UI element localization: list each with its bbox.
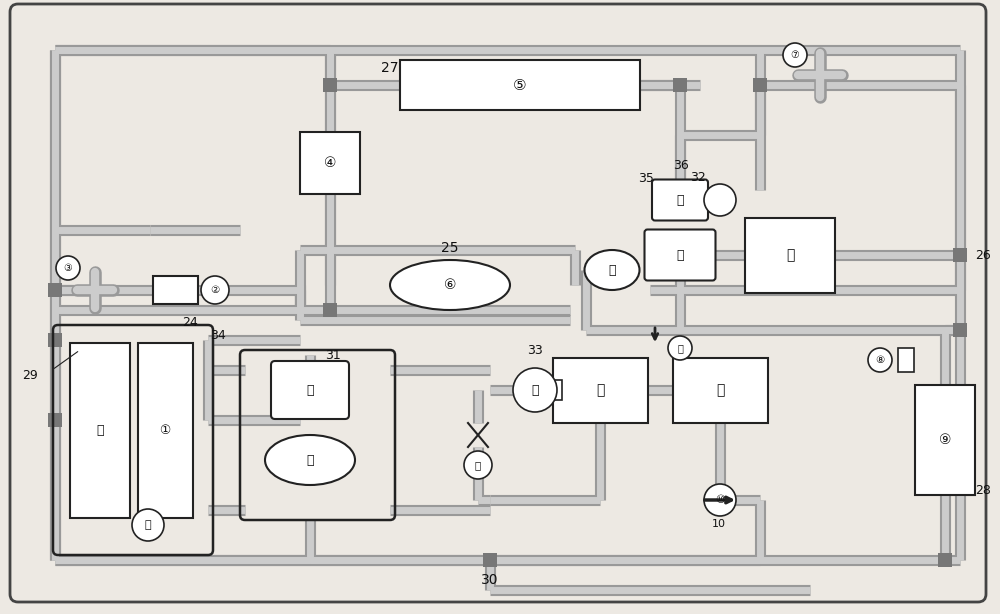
Bar xyxy=(48,413,62,427)
Text: ⑦: ⑦ xyxy=(791,50,799,60)
Bar xyxy=(554,380,562,400)
Ellipse shape xyxy=(265,435,355,485)
Text: 27: 27 xyxy=(381,61,399,75)
Circle shape xyxy=(201,276,229,304)
Bar xyxy=(323,78,337,92)
Text: 31: 31 xyxy=(325,349,341,362)
Bar xyxy=(48,333,62,347)
FancyBboxPatch shape xyxy=(644,230,716,281)
Text: ⑬: ⑬ xyxy=(716,383,724,397)
Text: 10: 10 xyxy=(712,519,726,529)
Circle shape xyxy=(132,509,164,541)
Circle shape xyxy=(704,484,736,516)
Text: ④: ④ xyxy=(324,156,336,170)
Text: ⑮: ⑮ xyxy=(306,384,314,397)
Text: ⑫: ⑫ xyxy=(596,383,604,397)
Text: ⑥: ⑥ xyxy=(444,278,456,292)
Bar xyxy=(400,60,640,110)
Text: 28: 28 xyxy=(975,483,991,497)
Text: 35: 35 xyxy=(638,171,654,184)
Text: ⑳: ⑳ xyxy=(608,263,616,276)
Text: ㉒: ㉒ xyxy=(677,343,683,353)
Bar xyxy=(953,323,967,337)
Bar xyxy=(898,348,914,372)
Bar xyxy=(745,217,835,292)
Bar xyxy=(953,248,967,262)
Text: 32: 32 xyxy=(690,171,706,184)
Bar xyxy=(70,343,130,518)
Bar xyxy=(153,276,198,304)
Circle shape xyxy=(513,368,557,412)
Bar xyxy=(552,357,648,422)
Bar xyxy=(938,553,952,567)
FancyBboxPatch shape xyxy=(271,361,349,419)
Text: ⑲: ⑲ xyxy=(676,249,684,262)
Circle shape xyxy=(464,451,492,479)
Text: 29: 29 xyxy=(22,368,38,381)
Bar xyxy=(672,357,768,422)
Bar xyxy=(48,283,62,297)
Text: ③: ③ xyxy=(64,263,72,273)
Bar xyxy=(753,78,767,92)
Text: 24: 24 xyxy=(182,316,198,328)
Bar xyxy=(138,343,193,518)
Text: ⑱: ⑱ xyxy=(676,193,684,206)
Text: ⑰: ⑰ xyxy=(145,520,151,530)
Text: 26: 26 xyxy=(975,249,991,262)
Text: ⑯: ⑯ xyxy=(306,454,314,467)
Circle shape xyxy=(704,184,736,216)
Text: ⑩: ⑩ xyxy=(715,495,725,505)
Ellipse shape xyxy=(584,250,640,290)
Bar xyxy=(300,132,360,194)
Text: ㉑: ㉑ xyxy=(786,248,794,262)
Text: ⑨: ⑨ xyxy=(939,433,951,447)
Bar xyxy=(915,385,975,495)
Text: ⑭: ⑭ xyxy=(96,424,104,437)
Circle shape xyxy=(783,43,807,67)
Text: ①: ① xyxy=(159,424,171,437)
Text: 33: 33 xyxy=(527,343,543,357)
Text: 36: 36 xyxy=(673,158,689,171)
Circle shape xyxy=(868,348,892,372)
Circle shape xyxy=(668,336,692,360)
Text: ⑧: ⑧ xyxy=(875,355,885,365)
Bar xyxy=(483,553,497,567)
Text: ㉓: ㉓ xyxy=(475,460,481,470)
Bar xyxy=(323,303,337,317)
Text: 30: 30 xyxy=(481,573,499,587)
Circle shape xyxy=(56,256,80,280)
Text: 25: 25 xyxy=(441,241,459,255)
Text: ⑪: ⑪ xyxy=(531,384,539,397)
Text: 34: 34 xyxy=(210,328,226,341)
Ellipse shape xyxy=(390,260,510,310)
Text: ②: ② xyxy=(210,285,220,295)
Bar xyxy=(673,78,687,92)
Text: ⑤: ⑤ xyxy=(513,77,527,93)
FancyBboxPatch shape xyxy=(652,179,708,220)
